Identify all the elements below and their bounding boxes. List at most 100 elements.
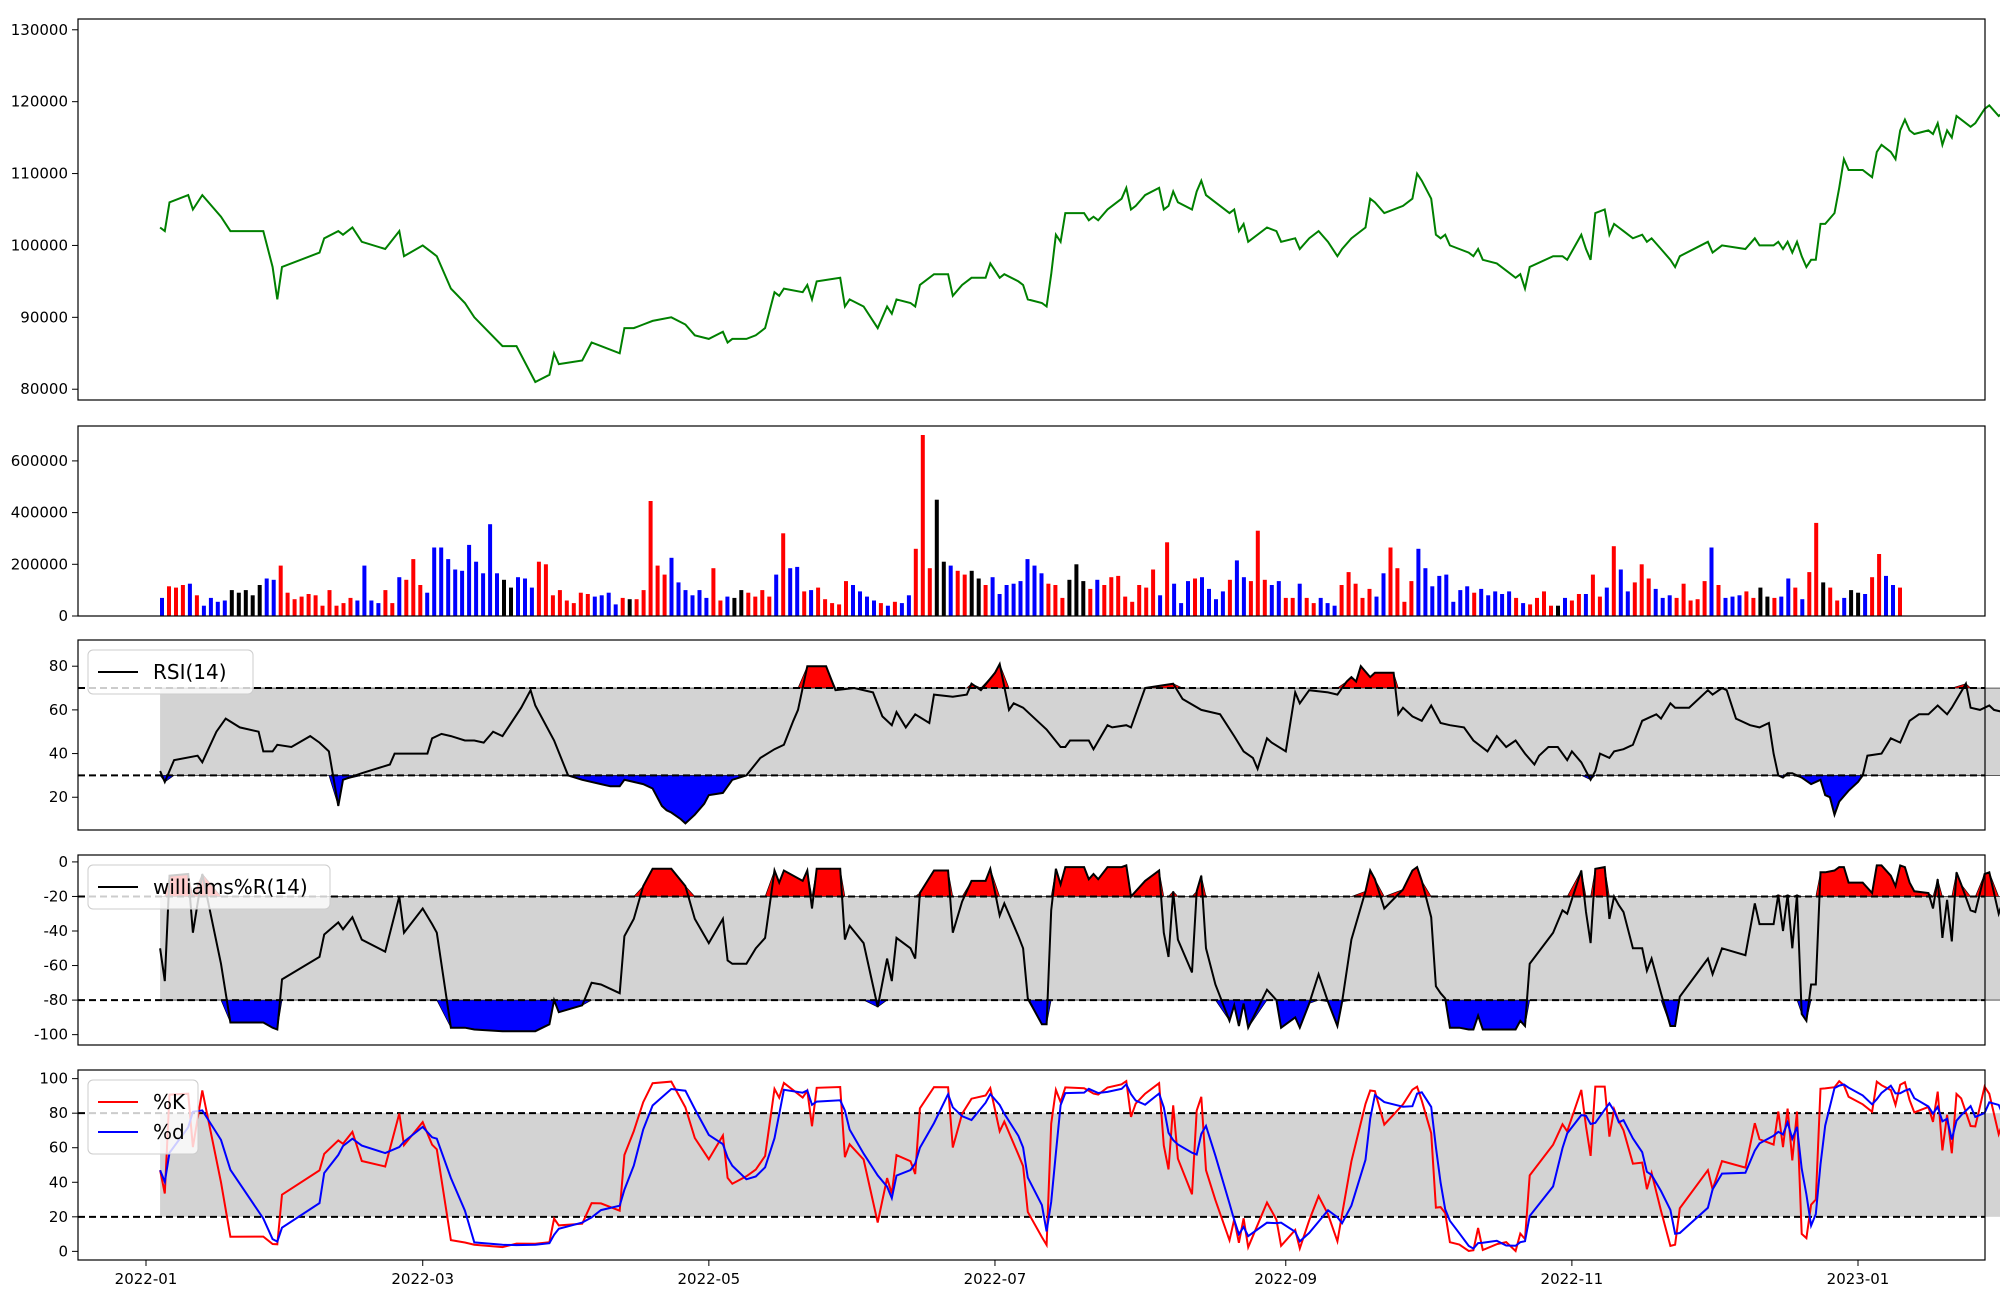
volume-bar <box>495 573 499 616</box>
volume-bar <box>934 499 939 616</box>
volume-bar <box>313 595 318 616</box>
volume-bar <box>404 579 409 616</box>
volume-bar <box>1521 603 1526 616</box>
volume-bar <box>809 590 814 616</box>
volume-bar <box>746 592 751 616</box>
volume-bar <box>327 590 332 616</box>
volume-bar <box>997 594 1002 616</box>
volume-bar <box>1451 601 1456 616</box>
xtick-label: 2022-01 <box>115 1270 178 1288</box>
stochastic-ytick-label: 20 <box>49 1208 68 1226</box>
volume-bar <box>250 595 255 616</box>
volume-bar <box>1144 587 1149 616</box>
volume-bar <box>865 596 869 616</box>
volume-bar <box>1500 594 1505 616</box>
volume-bar <box>1493 591 1498 616</box>
volume-bar <box>1374 596 1379 616</box>
price-ytick-label: 100000 <box>11 236 68 254</box>
volume-bar <box>1207 588 1211 616</box>
volume-bar <box>369 600 374 616</box>
volume-bar <box>1583 594 1588 616</box>
volume-bar <box>1695 599 1700 616</box>
volume-bar <box>1158 595 1163 616</box>
stochastic-legend-label: %d <box>153 1120 185 1144</box>
volume-bar <box>160 597 164 616</box>
volume-bar <box>1409 581 1414 616</box>
volume-bar <box>1744 591 1749 616</box>
volume-bar <box>1032 565 1037 616</box>
volume-bar <box>585 594 590 616</box>
volume-bar <box>1870 577 1875 616</box>
volume-bar <box>1067 579 1072 616</box>
volume-bar <box>292 599 297 616</box>
volume-bar <box>180 585 185 616</box>
volume-bar <box>516 577 520 616</box>
volume-bar <box>571 603 576 616</box>
williams-line <box>159 864 2000 1033</box>
volume-bar <box>1877 554 1882 616</box>
volume-bar <box>285 592 290 616</box>
volume-bar <box>187 583 192 616</box>
volume-bar <box>1723 597 1728 616</box>
volume-bar <box>1618 569 1623 616</box>
volume-bar <box>1814 522 1819 616</box>
xtick-label: 2023-01 <box>1827 1270 1890 1288</box>
volume-bar <box>222 600 227 616</box>
volume-bar <box>1332 605 1337 616</box>
volume-bar <box>1227 579 1232 616</box>
volume-bar <box>1807 572 1812 616</box>
volume-bar <box>355 600 360 616</box>
volume-bar <box>1074 564 1079 616</box>
stochastic-legend-label: %K <box>153 1090 186 1114</box>
volume-bar <box>1116 575 1121 616</box>
volume-bar <box>1737 595 1742 616</box>
volume-bar <box>1632 582 1637 616</box>
volume-bar <box>1269 585 1274 616</box>
volume-bar <box>229 590 234 616</box>
volume-bar <box>823 599 828 616</box>
volume-bar <box>627 599 632 616</box>
williams-axes-frame <box>77 854 1986 1046</box>
volume-bar <box>1898 587 1902 616</box>
volume-bar <box>1095 579 1100 616</box>
volume-bar <box>1891 585 1895 616</box>
volume-ytick-label: 600000 <box>11 452 68 470</box>
volume-bar <box>1039 573 1044 616</box>
volume-bar <box>697 590 702 616</box>
volume-bar <box>1507 591 1512 616</box>
volume-bar <box>941 561 946 616</box>
volume-bar <box>1137 585 1142 616</box>
volume-bar <box>920 435 925 616</box>
volume-bar <box>1193 578 1197 616</box>
volume-bar <box>271 579 276 616</box>
volume-bar <box>1765 596 1770 616</box>
volume-bar <box>732 597 737 616</box>
volume-bar <box>990 577 995 616</box>
volume-bar <box>1388 547 1393 616</box>
volume-bar <box>1004 585 1009 616</box>
volume-bar <box>1297 583 1302 616</box>
volume-bar <box>613 604 618 616</box>
volume-bar <box>1109 577 1114 616</box>
volume-bar <box>1884 575 1888 616</box>
volume-bar <box>1535 597 1539 616</box>
volume-bar <box>523 578 527 616</box>
volume-bar <box>1751 597 1756 616</box>
volume-bar <box>1800 599 1805 616</box>
williams-legend-box <box>87 864 331 910</box>
volume-bar <box>899 603 904 616</box>
volume-bar <box>1360 597 1365 616</box>
volume-bar <box>704 597 709 616</box>
volume-bar <box>1849 590 1854 616</box>
volume-bar <box>1130 601 1135 616</box>
volume-bar <box>620 597 625 616</box>
volume-bar <box>1367 588 1372 616</box>
williams-ytick-label: -100 <box>34 1026 68 1044</box>
volume-bar <box>1646 578 1651 616</box>
volume-bar <box>174 587 178 616</box>
volume-bar <box>1325 603 1330 616</box>
williams-ytick-label: -60 <box>44 957 69 975</box>
volume-bar <box>1234 560 1239 616</box>
volume-bar <box>1430 586 1435 616</box>
